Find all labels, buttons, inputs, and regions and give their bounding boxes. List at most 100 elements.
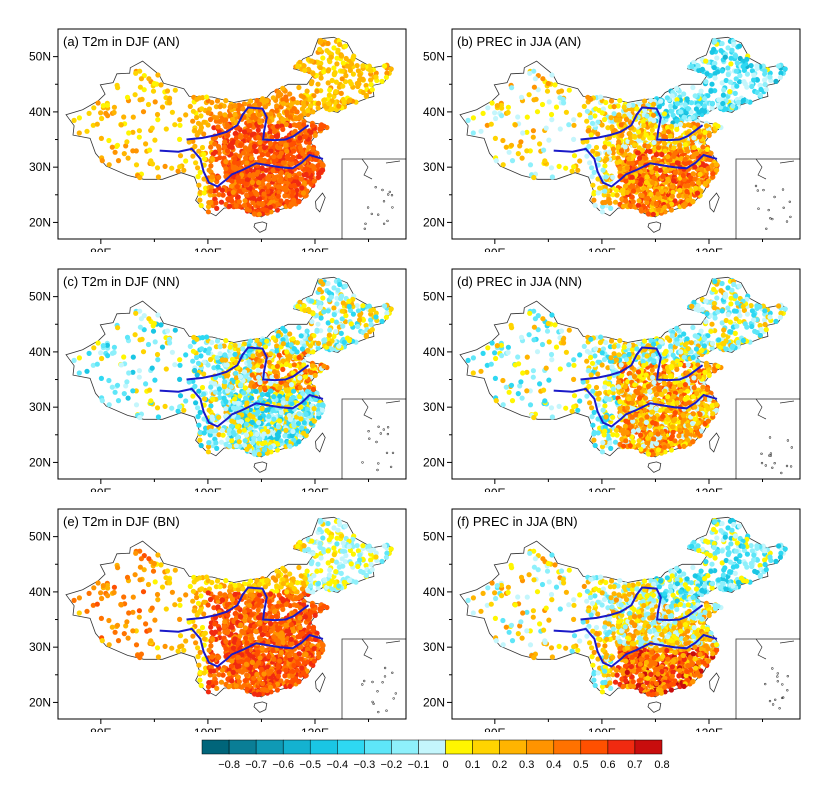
station-dot (339, 53, 344, 58)
station-dot (493, 136, 498, 141)
station-dot (549, 72, 554, 77)
station-dot (222, 352, 227, 357)
station-dot (139, 76, 144, 81)
station-dot (531, 175, 536, 180)
station-dot (216, 175, 221, 180)
station-dot (243, 145, 248, 150)
station-dot (165, 88, 170, 93)
station-dot (315, 322, 320, 327)
station-dot (287, 91, 292, 96)
station-dot (714, 55, 719, 60)
station-dot (300, 106, 305, 111)
station-dot (243, 156, 248, 161)
station-dot (602, 189, 607, 194)
station-dot (501, 162, 506, 167)
station-dot (199, 106, 204, 111)
station-dot (702, 103, 707, 108)
station-dot (369, 82, 374, 87)
station-dot (214, 446, 219, 451)
station-dot (98, 110, 103, 115)
station-dot (257, 452, 262, 457)
station-dot (228, 105, 233, 110)
station-dot (143, 381, 148, 386)
y-tick-label: 20N (29, 455, 51, 469)
station-dot (268, 141, 273, 146)
station-dot (621, 204, 626, 209)
station-dot (244, 207, 249, 212)
station-dot (490, 100, 495, 105)
station-dot (566, 122, 571, 127)
station-dot (659, 152, 664, 157)
station-dot (287, 173, 292, 178)
station-dot (244, 193, 249, 198)
station-dot (311, 147, 316, 152)
station-dot (379, 319, 384, 324)
station-dot (95, 362, 100, 367)
station-dot (155, 72, 160, 77)
station-dot (116, 398, 121, 403)
station-dot (370, 327, 375, 332)
station-dot (177, 357, 182, 362)
station-dot (654, 152, 659, 157)
station-dot (113, 150, 118, 155)
station-dot (699, 89, 704, 94)
station-dot (312, 166, 317, 171)
station-dot (623, 198, 628, 203)
station-dot (223, 399, 228, 404)
station-dot (248, 99, 253, 104)
station-dot (549, 112, 554, 117)
station-dot (301, 191, 306, 196)
station-dot (253, 389, 258, 394)
station-dot (156, 414, 161, 419)
station-dot (711, 47, 716, 52)
station-dot (243, 385, 248, 390)
station-dot (297, 115, 302, 120)
station-dot (219, 200, 224, 205)
station-dot (300, 346, 305, 351)
station-dot (150, 126, 155, 131)
station-dot (100, 398, 105, 403)
station-dot (610, 175, 615, 180)
station-dot (217, 146, 222, 151)
station-dot (603, 174, 608, 179)
station-dot (281, 341, 286, 346)
station-dot (134, 162, 139, 167)
station-dot (121, 354, 126, 359)
station-dot (215, 355, 220, 360)
station-dot (260, 406, 265, 411)
station-dot (227, 444, 232, 449)
station-dot (122, 151, 127, 156)
station-dot (77, 370, 82, 375)
station-dot (295, 304, 300, 309)
station-dot (146, 342, 151, 347)
station-dot (194, 115, 199, 120)
station-dot (637, 156, 642, 161)
station-dot (698, 172, 703, 177)
station-dot (87, 111, 92, 116)
station-dot (776, 63, 781, 68)
station-dot (590, 149, 595, 154)
station-dot (312, 179, 317, 184)
station-dot (233, 131, 238, 136)
station-dot (357, 313, 362, 318)
station-dot (177, 404, 182, 409)
station-dot (137, 337, 142, 342)
station-dot (343, 44, 348, 49)
station-dot (198, 170, 203, 175)
station-dot (257, 118, 262, 123)
station-dot (152, 138, 157, 143)
station-dot (616, 144, 621, 149)
station-dot (229, 179, 234, 184)
station-dot (133, 311, 138, 316)
station-dot (577, 158, 582, 163)
station-dot (237, 439, 242, 444)
station-dot (384, 315, 389, 320)
station-dot (202, 396, 207, 401)
station-dot (262, 145, 267, 150)
station-dot (318, 279, 323, 284)
station-dot (606, 141, 611, 146)
station-dot (188, 344, 193, 349)
station-dot (571, 123, 576, 128)
station-dot (332, 312, 337, 317)
station-dot (72, 358, 77, 363)
